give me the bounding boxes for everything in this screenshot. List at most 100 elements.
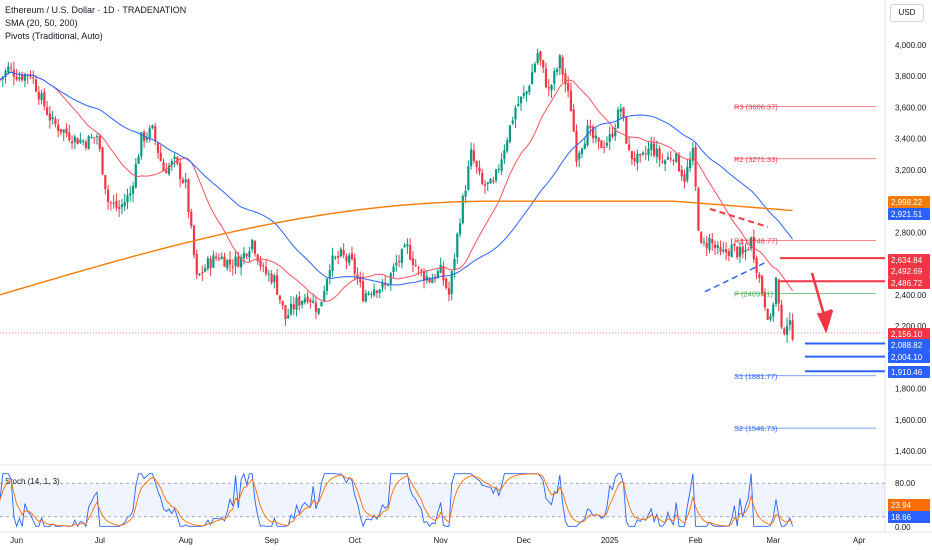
stoch-tick: 0.00 — [895, 523, 911, 532]
sma200-line — [0, 200, 793, 296]
candle-body — [237, 257, 240, 267]
price-tag-label: 1,910.46 — [891, 368, 923, 377]
candle-body — [453, 258, 456, 270]
candle-body — [95, 136, 99, 138]
candle-body — [769, 316, 772, 320]
candle-body — [253, 241, 257, 254]
candle-body — [115, 200, 118, 208]
candle-body — [497, 168, 500, 170]
candle-body — [580, 148, 584, 154]
candle-body — [733, 243, 736, 246]
candle-body — [356, 274, 359, 279]
candle-body — [201, 272, 204, 274]
candle-body — [772, 304, 775, 317]
pivot-label: R2 (3271.33) — [734, 155, 778, 164]
pivot-label: R1 (2748.77) — [734, 236, 778, 245]
candle-body — [392, 266, 395, 272]
candle-body — [788, 320, 791, 325]
candle-body — [749, 237, 753, 249]
candle-body — [708, 237, 711, 250]
candle-body — [62, 129, 65, 133]
candle-body — [600, 140, 603, 149]
candle-body — [544, 68, 548, 88]
candle-body — [774, 277, 778, 305]
candle-body — [292, 304, 295, 310]
candle-body — [226, 259, 229, 269]
candle-body — [34, 79, 38, 92]
pivot-label: S1 (1881.77) — [734, 372, 778, 381]
candle-body — [151, 125, 154, 128]
candle-body — [494, 169, 498, 181]
candle-body — [273, 275, 276, 283]
candle-body — [40, 93, 43, 101]
candle-body — [506, 140, 509, 152]
candle-body — [403, 245, 406, 248]
candle-body — [738, 247, 742, 257]
price-tag-label: 2,486.72 — [891, 279, 923, 288]
candle-body — [295, 297, 298, 310]
candle-body — [156, 142, 160, 153]
candle-body — [212, 255, 215, 268]
candle-body — [514, 107, 517, 120]
candle-body — [375, 290, 379, 294]
candle-body — [414, 264, 417, 266]
x-axis-ticks: Jun Jul Aug Sep Oct Nov Dec 2025 Feb Mar Apr — [10, 536, 866, 545]
candle-body — [242, 252, 245, 259]
candle-body — [259, 260, 262, 267]
candle-body — [475, 161, 478, 168]
candle-body — [616, 109, 620, 129]
candle-body — [82, 141, 85, 143]
currency-button[interactable]: USD — [890, 4, 924, 22]
candle-body — [533, 63, 536, 72]
candle-body — [217, 258, 221, 260]
candle-body — [658, 148, 661, 160]
candle-body — [148, 128, 151, 139]
candle-body — [339, 249, 342, 257]
candle-body — [18, 77, 21, 80]
candle-body — [228, 259, 232, 265]
chart-title: Ethereum / U.S. Dollar · 1D · TRADENATIO… — [5, 5, 187, 15]
candle-body — [198, 273, 201, 276]
candle-body — [542, 60, 545, 68]
y-tick-label: 4,000.00 — [895, 41, 927, 50]
candle-body — [98, 135, 101, 149]
pivot-label: S2 (1546.73) — [734, 424, 778, 433]
candle-body — [48, 113, 51, 121]
candle-body — [664, 160, 667, 165]
candle-body — [370, 293, 373, 295]
pivot-label: R3 (3606.37) — [734, 102, 778, 111]
stoch-tick: 80.00 — [895, 479, 916, 488]
candle-body — [126, 195, 129, 203]
candle-body — [65, 128, 68, 134]
candle-body — [605, 142, 609, 146]
candle-body — [675, 153, 678, 162]
candle-body — [118, 206, 121, 209]
candle-body — [384, 283, 387, 286]
candle-body — [500, 159, 503, 171]
candle-body — [666, 156, 670, 160]
candle-body — [677, 154, 681, 172]
candle-body — [655, 148, 658, 157]
candle-body — [245, 253, 248, 257]
candle-body — [106, 189, 110, 203]
candle-body — [777, 279, 780, 304]
candle-body — [46, 107, 49, 115]
candle-body — [181, 179, 185, 183]
candle-body — [101, 147, 104, 175]
candle-body — [633, 157, 636, 162]
candle-body — [442, 266, 445, 281]
candle-body — [251, 239, 254, 250]
candle-body — [564, 73, 567, 85]
candle-body — [628, 144, 631, 150]
candle-body — [483, 184, 487, 186]
price-tag-bg — [888, 339, 930, 351]
candle-body — [458, 223, 462, 235]
candle-body — [591, 126, 595, 139]
candle-body — [256, 254, 259, 262]
candle-body — [561, 57, 564, 75]
candle-body — [37, 91, 40, 100]
y-tick-label: 2,200.00 — [895, 322, 927, 331]
candle-body — [195, 254, 198, 275]
candle-body — [112, 202, 115, 204]
